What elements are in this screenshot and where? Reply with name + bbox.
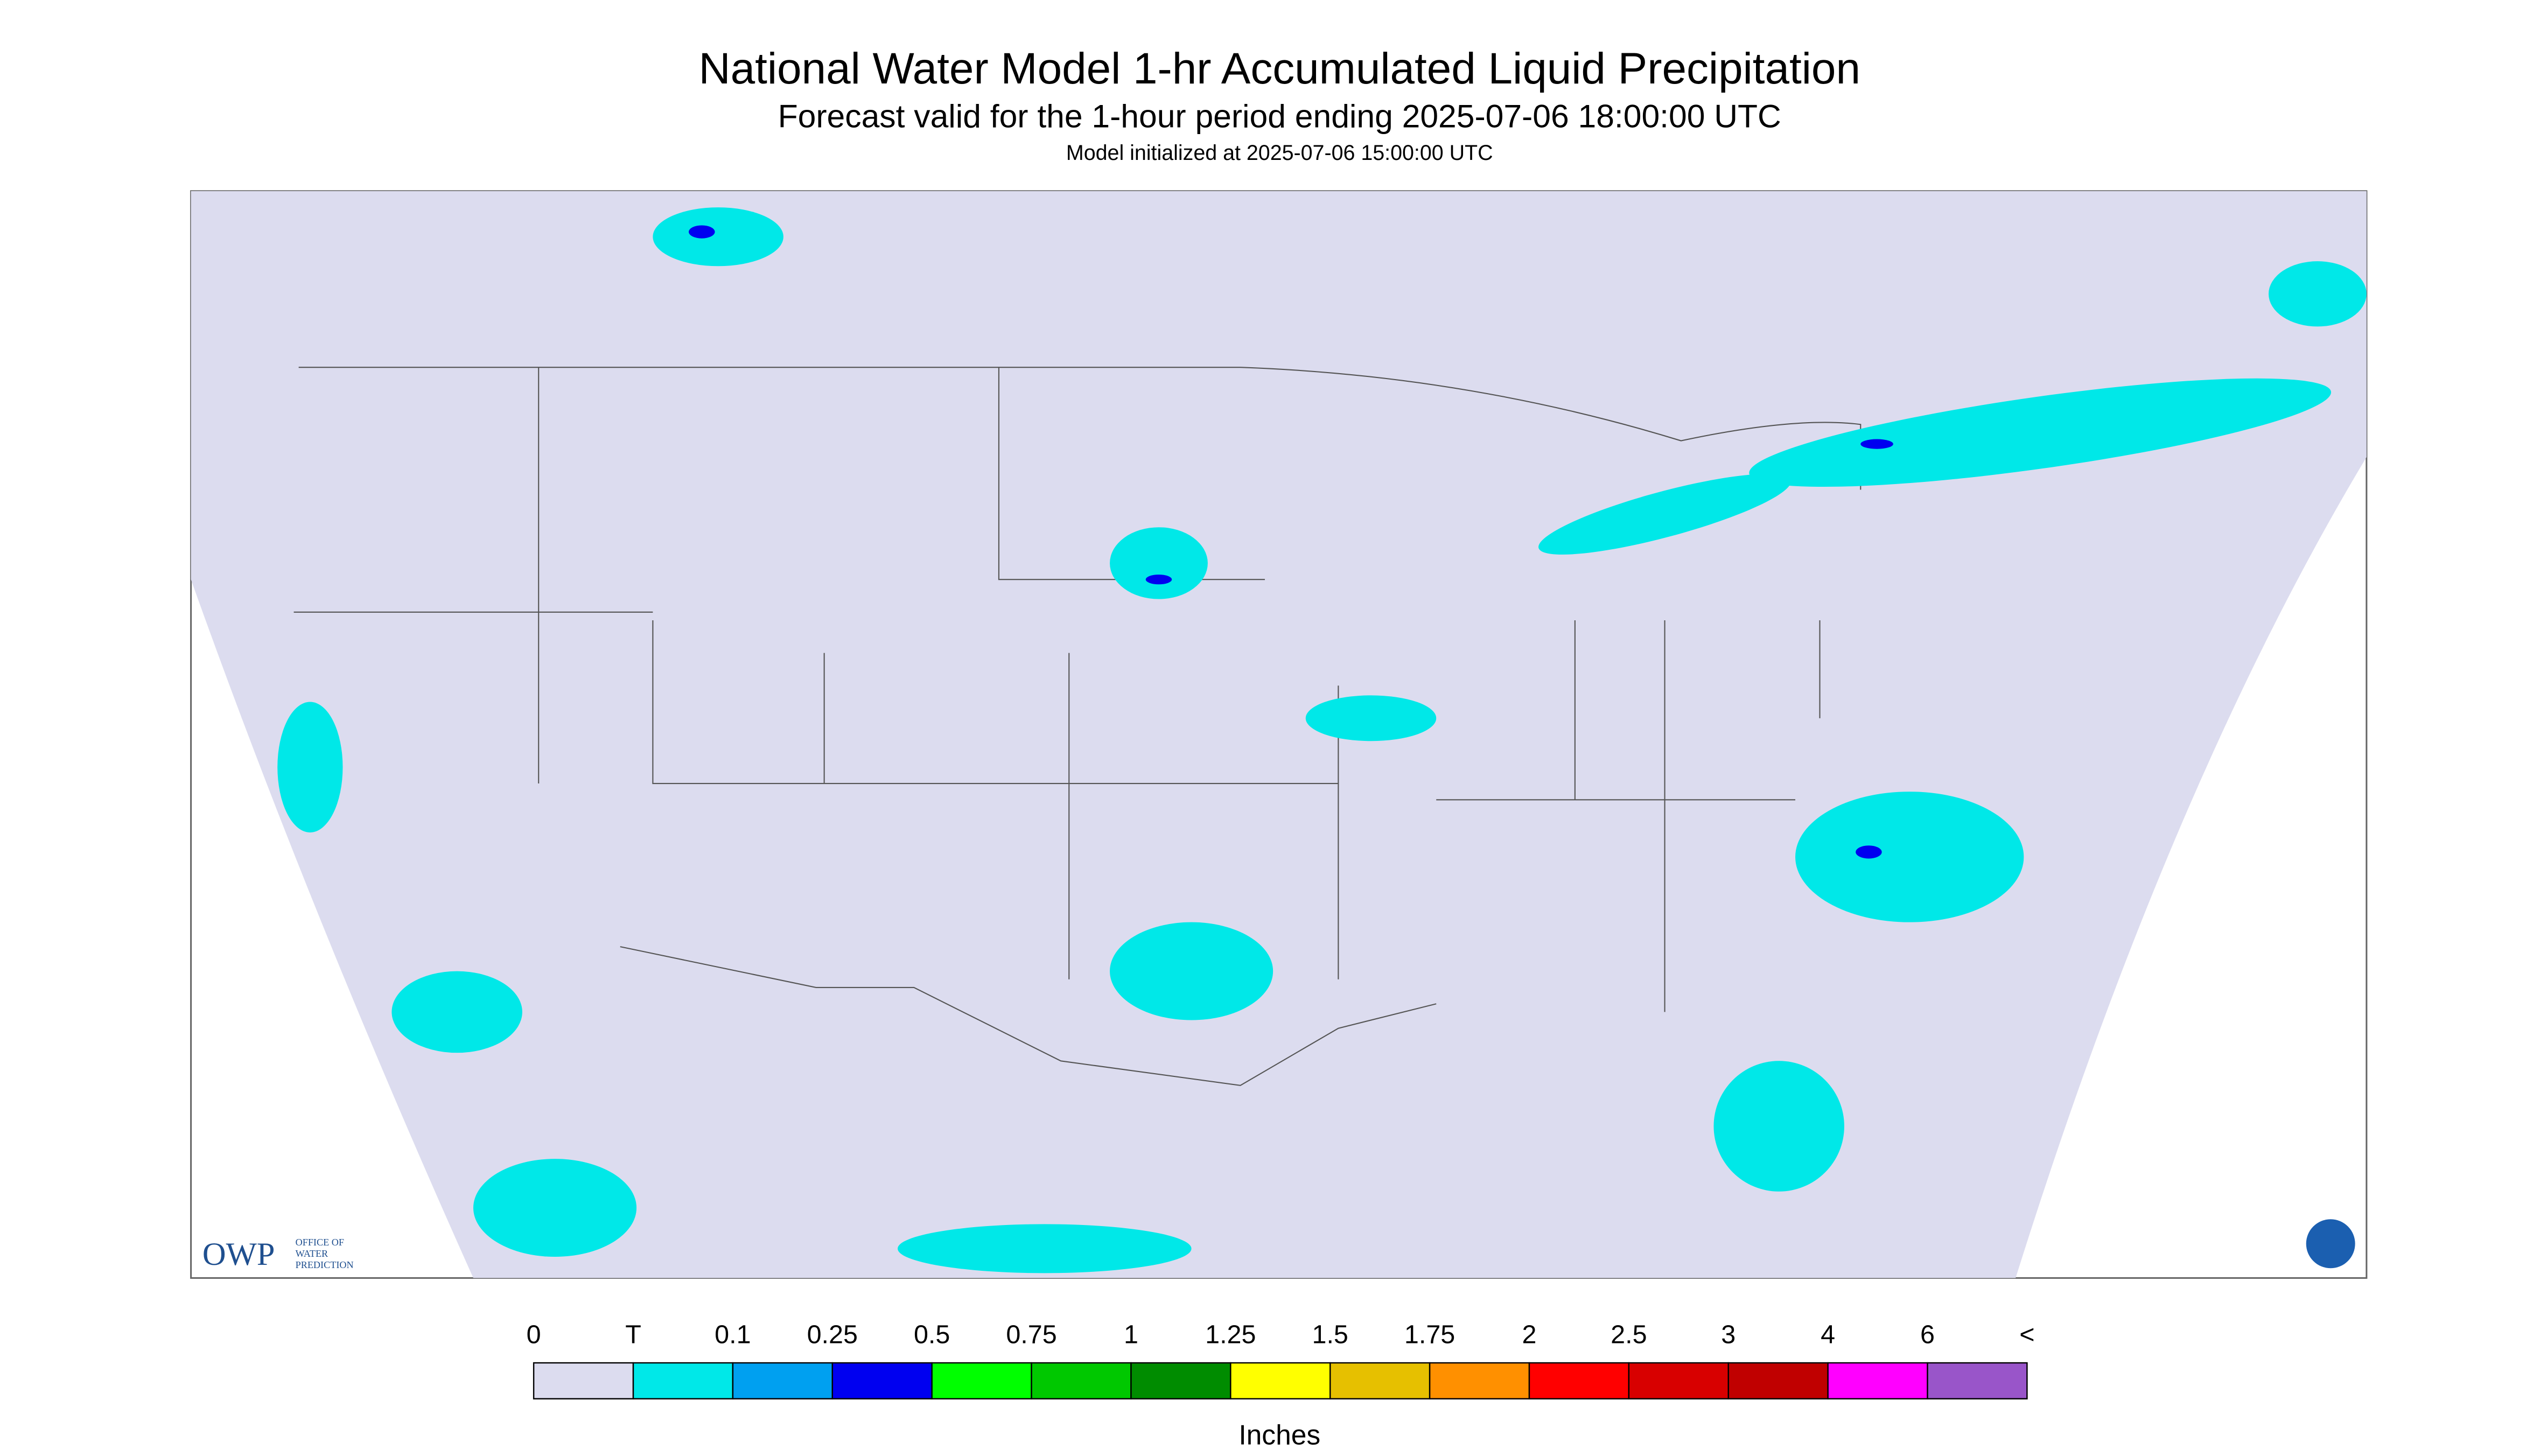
legend-swatch	[1329, 1362, 1431, 1399]
projection-area	[191, 191, 2367, 1278]
legend-label: 6	[1920, 1320, 1935, 1349]
legend-label: 4	[1821, 1320, 1835, 1349]
legend-swatch	[1927, 1362, 2028, 1399]
legend-label: 2.5	[1611, 1320, 1647, 1349]
legend-label: 0.25	[807, 1320, 858, 1349]
legend-label: 3	[1721, 1320, 1736, 1349]
subtitle: Forecast valid for the 1-hour period end…	[778, 98, 1781, 135]
map: OWP OFFICE OF WATER PREDICTION	[190, 190, 2368, 1279]
legend-label: 2	[1522, 1320, 1536, 1349]
legend-swatch	[1031, 1362, 1132, 1399]
legend-swatch	[1628, 1362, 1729, 1399]
legend-swatch	[1130, 1362, 1231, 1399]
legend-label: 0	[527, 1320, 541, 1349]
precip-cores	[689, 225, 1893, 859]
title: National Water Model 1-hr Accumulated Li…	[699, 44, 1860, 93]
legend-swatch	[831, 1362, 933, 1399]
init-note: Model initialized at 2025-07-06 15:00:00…	[1066, 141, 1493, 165]
legend-label: 0.75	[1006, 1320, 1056, 1349]
legend-label: 1.25	[1205, 1320, 1256, 1349]
legend-swatch	[1230, 1362, 1331, 1399]
legend-label: 1	[1124, 1320, 1138, 1349]
logo-line: OFFICE OF	[296, 1237, 344, 1248]
logo-line: PREDICTION	[296, 1259, 354, 1270]
legend-unit: Inches	[1238, 1419, 1320, 1451]
legend: 0 T 0.1 0.25 0.5 0.75 1 1.25 1.5 1.75 2 2.5 3 4 6 <	[527, 1320, 2035, 1399]
legend-label: T	[625, 1320, 641, 1349]
legend-swatch	[1528, 1362, 1630, 1399]
logo-name: OWP	[202, 1236, 275, 1272]
legend-label: 1.5	[1312, 1320, 1348, 1349]
precip-areas	[277, 207, 2367, 1273]
legend-swatch	[632, 1362, 734, 1399]
legend-label: 1.75	[1404, 1320, 1455, 1349]
legend-swatch	[732, 1362, 833, 1399]
legend-label: 0.1	[715, 1320, 751, 1349]
legend-label: <	[2019, 1320, 2034, 1349]
legend-swatch	[533, 1362, 634, 1399]
legend-swatch	[1727, 1362, 1829, 1399]
legend-swatch	[931, 1362, 1032, 1399]
legend-label: 0.5	[914, 1320, 950, 1349]
boundaries	[293, 367, 1862, 1086]
legend-swatch	[1827, 1362, 1928, 1399]
logo-line: WATER	[296, 1248, 328, 1259]
legend-swatch	[1429, 1362, 1530, 1399]
noaa-logo	[2306, 1219, 2355, 1269]
